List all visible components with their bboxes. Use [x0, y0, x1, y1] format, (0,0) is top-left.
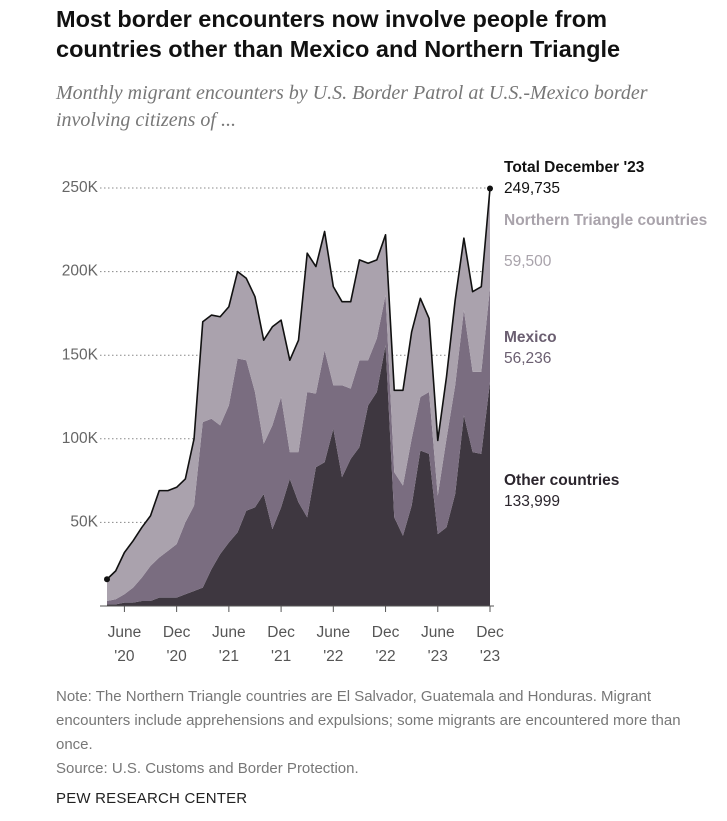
end-dot — [487, 185, 493, 192]
total-label: Total December '23 — [504, 159, 645, 176]
series-label: Northern Triangle countries — [504, 212, 707, 229]
source: Source: U.S. Customs and Border Protecti… — [56, 760, 359, 777]
chart: 50K 100K 150K 200K 250K June '20 Dec '20 June '21 D… — [62, 159, 707, 665]
x-tick-label: June '23 — [421, 624, 455, 665]
start-dot — [104, 576, 110, 583]
note: Note: The Northern Triangle countries ar… — [56, 688, 681, 753]
area — [107, 345, 490, 606]
series-label: Other countries — [504, 472, 619, 489]
x-tick-label: Dec '20 — [163, 624, 191, 665]
notes: Note: The Northern Triangle countries ar… — [56, 685, 706, 781]
x-tick-label: Dec '23 — [476, 624, 504, 665]
y-tick-label: 50K — [70, 513, 98, 530]
x-tick-label: Dec '21 — [267, 624, 295, 665]
series-value-label: 133,999 — [504, 493, 560, 510]
total-value-label: 249,735 — [504, 180, 560, 197]
y-tick-label: 250K — [62, 179, 99, 196]
chart-title: Most border encounters now involve peopl… — [56, 6, 621, 62]
x-tick-label: June '22 — [317, 624, 351, 665]
chart-subtitle: Monthly migrant encounters by U.S. Borde… — [56, 82, 648, 131]
series-label: Mexico — [504, 329, 557, 346]
area — [107, 287, 490, 605]
credit: PEW RESEARCH CENTER — [56, 790, 248, 807]
x-tick-label: June '20 — [108, 624, 142, 665]
x-tick-label: Dec '22 — [372, 624, 400, 665]
y-tick-label: 200K — [62, 263, 99, 280]
series-value-label: 56,236 — [504, 350, 551, 367]
total-line — [106, 188, 491, 580]
series-value-label: 59,500 — [504, 253, 552, 270]
y-tick-label: 150K — [62, 346, 99, 363]
x-tick-label: June '21 — [212, 624, 246, 665]
area — [107, 188, 490, 601]
y-tick-label: 100K — [62, 430, 99, 447]
